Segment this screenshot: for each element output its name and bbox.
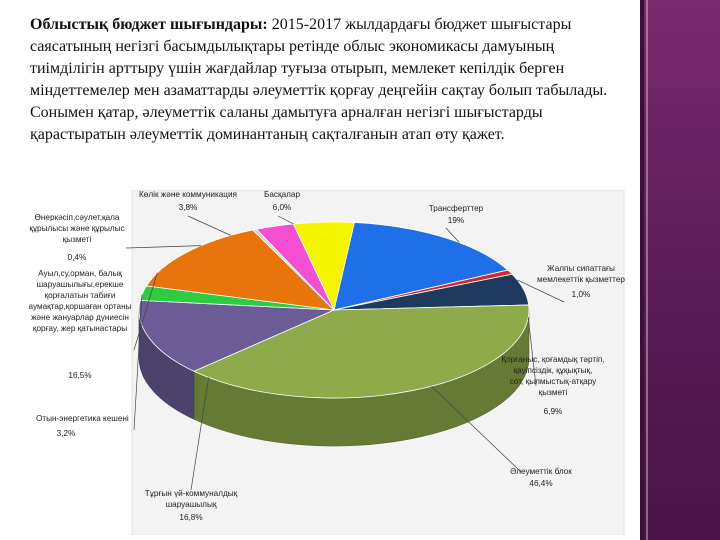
pie-slice-9 [292, 221, 355, 312]
slice-value-0: 19% [448, 216, 464, 225]
slice-label-2-line-1: қауіпсіздік, құқықтық, [514, 366, 593, 375]
slice-label-1-line-1: мемлекеттік қызметтер [537, 275, 625, 284]
slice-value-8: 3,8% [179, 203, 198, 212]
slice-value-7: 0,4% [68, 253, 87, 262]
slice-value-1: 1,0% [572, 290, 591, 299]
leader-line-3 [431, 385, 522, 473]
slice-label-6-line-2: қорғалатын табиғи [45, 291, 116, 300]
slice-label-1-line-0: Жалпы сипаттағы [547, 264, 615, 273]
leader-line-1 [517, 279, 565, 303]
slice-label-2-line-2: сот, қылмыстық-атқару [510, 377, 597, 386]
slice-value-4: 16,8% [179, 513, 202, 522]
slice-label-0-line-0: Трансферттер [429, 204, 484, 213]
decorative-side-band [640, 0, 720, 540]
slice-label-7-line-2: қызметі [63, 235, 92, 244]
intro-body: 2015-2017 жылдардағы бюджет шығыстары са… [30, 16, 608, 143]
slice-label-7-line-1: құрылысы және құрылыс [29, 224, 124, 233]
intro-paragraph: Облыстық бюджет шығындары: 2015-2017 жыл… [30, 14, 630, 146]
leader-line-8 [187, 215, 231, 236]
budget-pie-chart: Трансферттер 19% Жалпы сипаттағы мемлекетті… [16, 189, 636, 536]
pie-slice-6 [145, 229, 336, 311]
slice-label-6-line-1: шаруашылығы,ерекше [37, 280, 124, 289]
slice-label-2-line-0: Қорғаныс, қоғамдық тәртіп, [501, 355, 604, 364]
pie-slice-3 [192, 304, 530, 399]
slice-value-3: 46,4% [529, 479, 552, 488]
slice-label-4-line-0: Тұрғын үй-коммуналдық [145, 489, 238, 498]
pie-slice-0 [333, 222, 509, 311]
slide: Облыстық бюджет шығындары: 2015-2017 жыл… [16, 14, 636, 536]
leader-line-2 [527, 317, 537, 387]
slice-value-5: 3,2% [57, 429, 76, 438]
pie-chart-svg: Трансферттер 19% Жалпы сипаттағы мемлекетті… [29, 189, 625, 536]
slice-value-2: 6,9% [544, 407, 563, 416]
leader-line-0 [445, 227, 460, 243]
slice-label-2-line-3: қызметі [539, 388, 568, 397]
slice-label-9-line-0: Басқалар [264, 190, 300, 199]
slice-label-4-line-1: шаруашылық [166, 500, 217, 509]
pie-slice-4 [138, 299, 335, 372]
leader-line-7 [125, 245, 202, 249]
leader-line-5 [133, 294, 143, 431]
leader-line-6 [133, 272, 158, 351]
slice-label-5-line-0: Отын-энергетика кешені [36, 414, 129, 423]
slice-label-6-line-5: қорғау, жер қатынастары [33, 324, 127, 333]
slice-value-6: 16,5% [68, 371, 91, 380]
slice-label-8-line-0: Көлік және коммуникация [139, 190, 237, 199]
slice-label-6-line-4: және жануарлар дүниесін [31, 313, 129, 322]
slice-label-7-line-0: Өнеркәсіп,сәулет,қала [35, 213, 120, 222]
leader-line-4 [190, 377, 210, 491]
leader-line-9 [277, 215, 294, 225]
slice-label-6-line-0: Ауыл,су,орман, балық [38, 269, 122, 278]
slice-value-9: 6,0% [273, 203, 292, 212]
slice-label-3-line-0: Әлеуметтік блок [510, 467, 572, 476]
slice-label-6-line-3: аумақтар,қоршаған ортаны [29, 302, 132, 311]
intro-lead: Облыстық бюджет шығындары: [30, 16, 268, 33]
